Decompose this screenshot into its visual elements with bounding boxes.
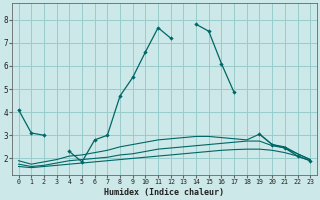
X-axis label: Humidex (Indice chaleur): Humidex (Indice chaleur) bbox=[104, 188, 224, 197]
